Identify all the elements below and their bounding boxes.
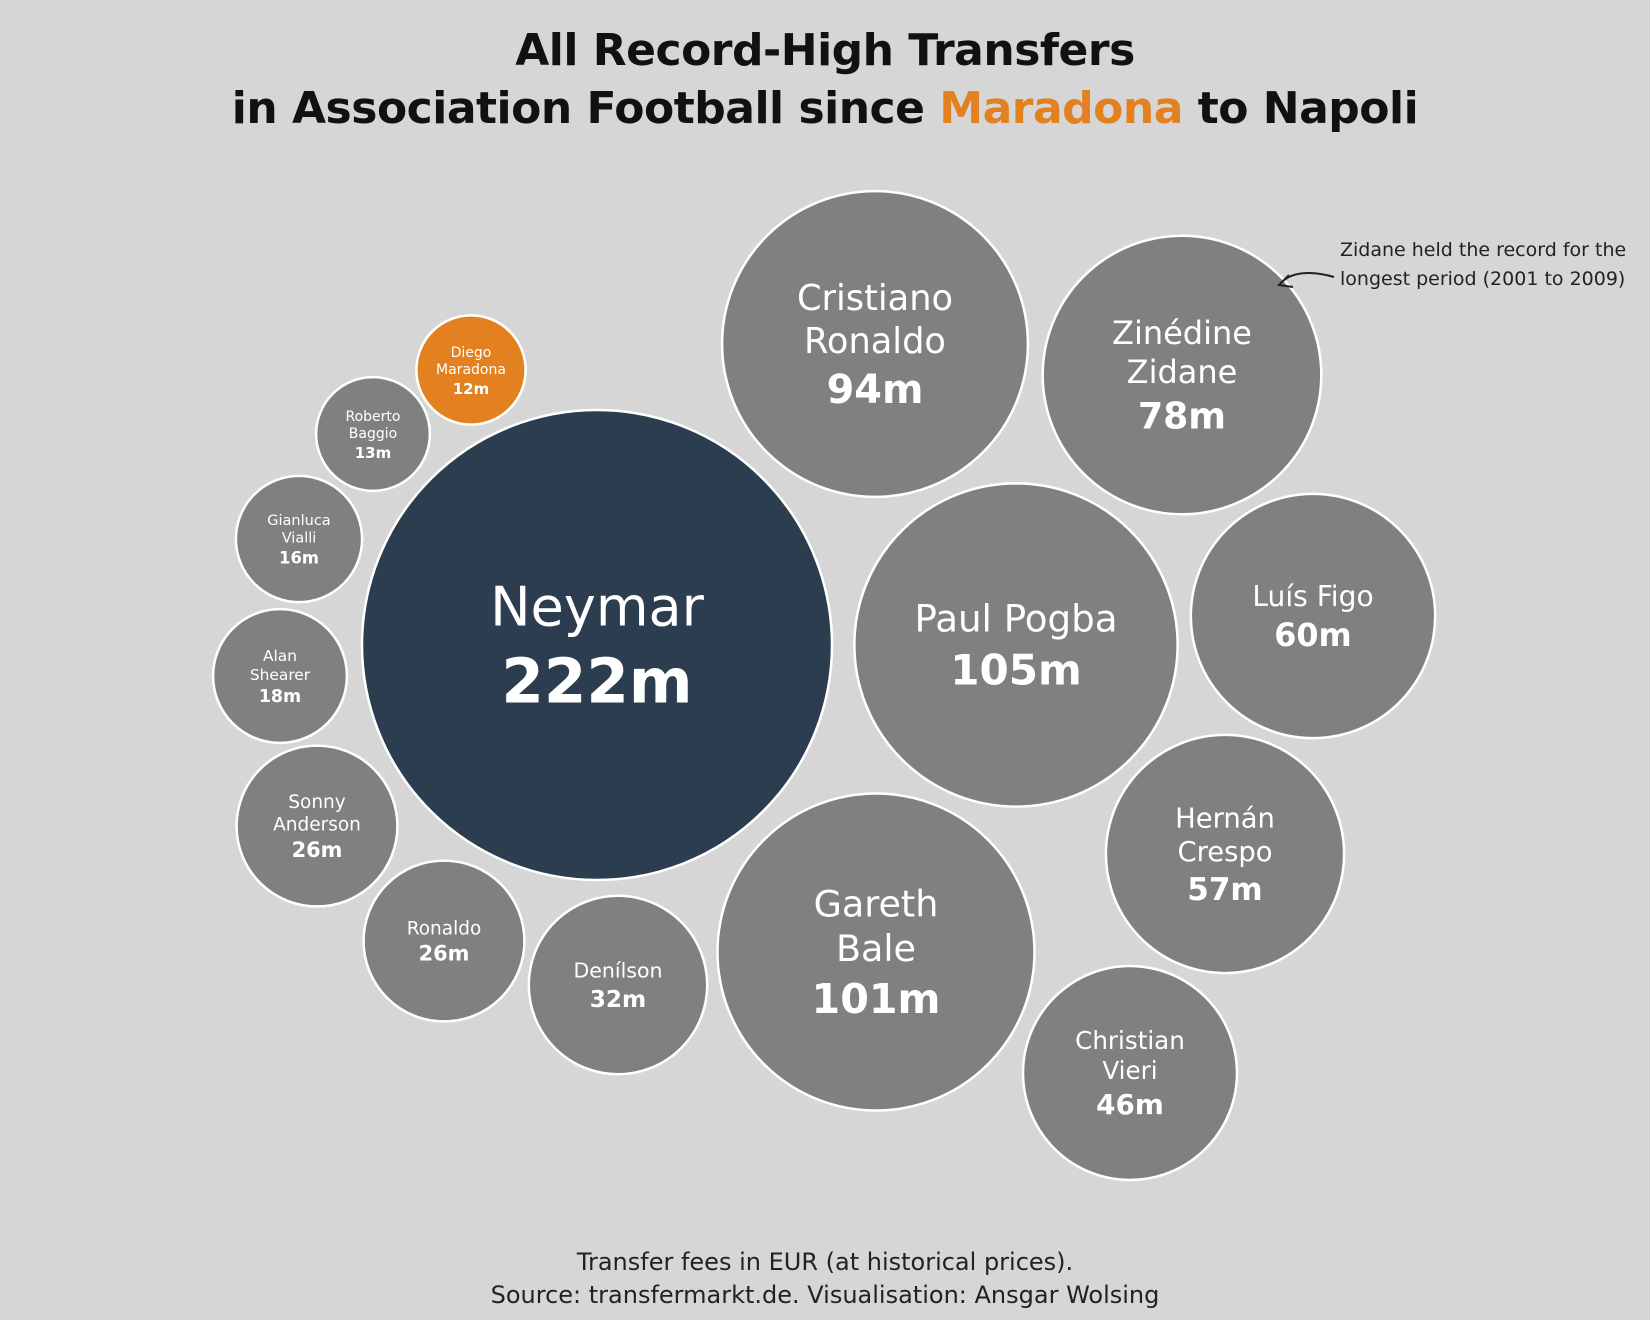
bubble-name-roberto-baggio-line1: Roberto [346, 409, 401, 425]
bubble-name-gianluca-vialli-line2: Vialli [282, 531, 317, 547]
bubble-circle-hernan-crespo [1104, 733, 1346, 975]
bubble-value-christian-vieri: 46m [1096, 1088, 1164, 1121]
bubble-circle-cristiano-ronaldo [720, 189, 1030, 499]
bubble-paulpogba: Paul Pogba 105m [853, 482, 1179, 808]
bubble-circle-alan-shearer [211, 607, 349, 745]
bubble-value-neymar: 222m [501, 646, 692, 717]
zidane-annotation: Zidane held the record for the longest p… [1340, 239, 1627, 290]
bubble-circle-sonny-anderson [235, 744, 399, 908]
chart-footer: Transfer fees in EUR (at historical pric… [0, 1246, 1650, 1312]
bubble-name-alan-shearer-line2: Shearer [250, 666, 311, 684]
bubble-value-paulpogba: 105m [950, 646, 1081, 695]
bubble-circle-gareth-bale [716, 792, 1036, 1112]
bubble-name-gareth-bale-line1: Gareth [814, 883, 939, 926]
bubble-name-cristiano-ronaldo-line1: Cristiano [797, 278, 953, 319]
bubble-value-luisfigo: 60m [1274, 617, 1351, 654]
bubble-name-gianluca-vialli-line1: Gianluca [267, 513, 330, 529]
bubble-name-christian-vieri-line2: Vieri [1102, 1056, 1157, 1085]
bubble-name-diego-maradona-line2: Maradona [436, 362, 506, 378]
footer-note: Transfer fees in EUR (at historical pric… [576, 1248, 1074, 1276]
title-highlight-maradona: Maradona [939, 83, 1183, 134]
bubble-luisfigo: Luís Figo 60m [1189, 492, 1437, 740]
bubble-value-roberto-baggio: 13m [355, 444, 392, 462]
bubble-value-alan-shearer: 18m [259, 687, 301, 707]
title-line-2-pre: in Association Football since [231, 83, 940, 134]
bubble-circle-denilson [527, 894, 709, 1076]
bubble-value-gianluca-vialli: 16m [279, 548, 319, 567]
bubble-name-neymar: Neymar [490, 576, 705, 639]
bubble-neymar: Neymar 222m [360, 408, 834, 882]
chart-title: All Record-High Transfers in Association… [0, 22, 1650, 138]
bubble-value-hernan-crespo: 57m [1187, 872, 1262, 908]
bubble-name-cristiano-ronaldo-line2: Ronaldo [804, 321, 946, 362]
bubble-circle-paulpogba [853, 482, 1179, 808]
bubble-circle-neymar [360, 408, 834, 882]
bubble-value-ronaldo: 26m [419, 942, 470, 966]
bubble-circle-diego-maradona [415, 314, 527, 426]
bubble-name-luisfigo: Luís Figo [1252, 580, 1373, 613]
title-line-1: All Record-High Transfers [515, 25, 1135, 76]
bubble-name-hernan-crespo-line2: Crespo [1177, 837, 1272, 868]
bubble-circle-christian-vieri [1021, 964, 1239, 1182]
bubble-circle-luisfigo [1189, 492, 1437, 740]
bubble-name-zinedine-zidane-line1: Zinédine [1112, 314, 1252, 352]
bubble-name-gareth-bale-line2: Bale [836, 927, 916, 970]
bubble-denilson: Denílson 32m [527, 894, 709, 1076]
bubble-name-sonny-anderson-line2: Anderson [273, 815, 361, 836]
bubble-name-hernan-crespo-line1: Hernán [1175, 803, 1275, 834]
bubble-name-diego-maradona-line1: Diego [451, 345, 492, 361]
bubble-name-zinedine-zidane-line2: Zidane [1127, 353, 1238, 391]
bubble-circle-gianluca-vialli [234, 474, 364, 604]
bubble-value-sonny-anderson: 26m [292, 838, 343, 862]
bubble-circle-ronaldo [362, 859, 526, 1023]
bubble-circle-roberto-baggio [314, 375, 432, 493]
bubble-circle-zinedine-zidane [1041, 234, 1323, 516]
bubble-name-denilson: Denílson [574, 959, 663, 983]
bubble-name-sonny-anderson-line1: Sonny [288, 792, 346, 813]
bubble-name-christian-vieri-line1: Christian [1075, 1026, 1185, 1055]
title-line-2-post: to Napoli [1182, 83, 1419, 134]
bubble-name-paulpogba: Paul Pogba [914, 597, 1117, 641]
footer-source: Source: transfermarkt.de. Visualisation:… [490, 1281, 1160, 1309]
bubble-value-gareth-bale: 101m [812, 975, 941, 1023]
bubble-value-zinedine-zidane: 78m [1138, 395, 1226, 438]
title-line-2: in Association Football since Maradona t… [0, 80, 1650, 138]
annotation-arrowhead [1276, 274, 1294, 288]
bubble-ronaldo: Ronaldo 26m [362, 859, 526, 1023]
bubble-name-alan-shearer-line1: Alan [263, 647, 297, 665]
bubble-value-denilson: 32m [590, 986, 646, 1013]
bubble-value-cristiano-ronaldo: 94m [827, 367, 924, 413]
bubble-value-diego-maradona: 12m [453, 380, 490, 398]
bubble-name-ronaldo: Ronaldo [407, 918, 482, 939]
bubble-name-roberto-baggio-line2: Baggio [349, 426, 397, 442]
